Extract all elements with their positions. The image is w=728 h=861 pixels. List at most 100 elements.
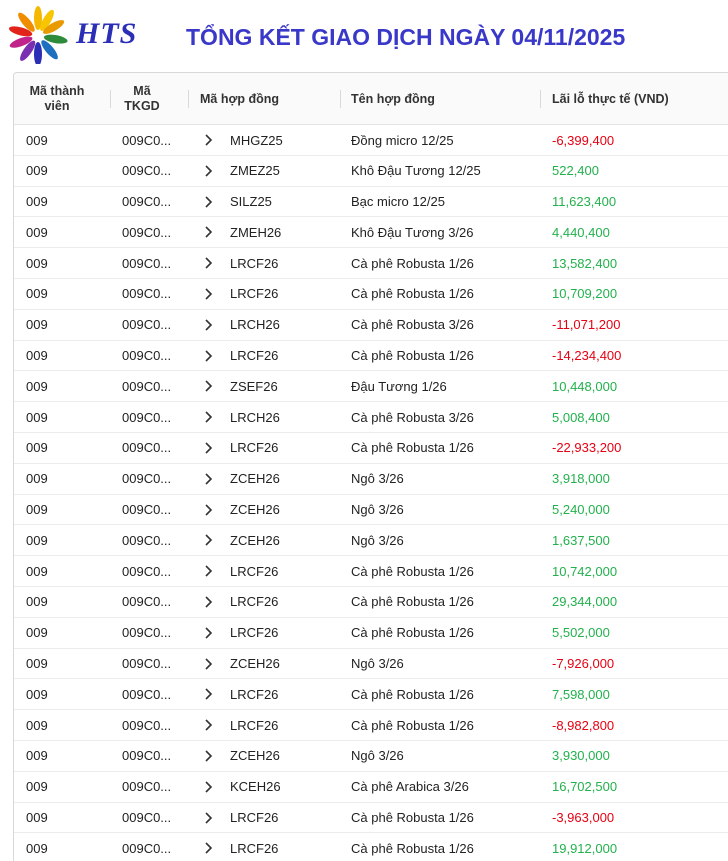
cell-contract-code: ZCEH26: [230, 471, 280, 487]
cell-pnl: -6,399,400: [552, 132, 615, 148]
table-row[interactable]: 009 009C0... ZMEH26 Khô Đậu Tương 3/26 4,440…: [14, 217, 728, 249]
table-row[interactable]: 009 009C0... ZCEH26 Ngô 3/26 1,637,500: [14, 525, 728, 557]
chevron-right-icon[interactable]: [204, 525, 214, 555]
table-row[interactable]: 009 009C0... LRCF26 Cà phê Robusta 1/26 -22,…: [14, 433, 728, 464]
column-header-contract-name[interactable]: Tên hợp đồng: [351, 92, 435, 106]
cell-contract-code: ZCEH26: [230, 502, 280, 518]
table-row[interactable]: 009 009C0... ZCEH26 Ngô 3/26 3,918,000: [14, 464, 728, 495]
cell-contract-code: LRCF26: [230, 717, 279, 733]
column-header-contract-code[interactable]: Mã hợp đồng: [200, 92, 280, 106]
cell-pnl: 10,742,000: [552, 563, 618, 579]
cell-member: 009: [26, 532, 48, 548]
chevron-right-icon[interactable]: [204, 587, 214, 617]
cell-contract-name: Ngô 3/26: [351, 471, 404, 487]
chevron-right-icon[interactable]: [204, 279, 214, 309]
table-row[interactable]: 009 009C0... LRCF26 Cà phê Robusta 1/26 -14,…: [14, 341, 728, 372]
chevron-right-icon[interactable]: [204, 679, 214, 709]
chevron-right-icon[interactable]: [204, 248, 214, 278]
page-title: TỔNG KẾT GIAO DỊCH NGÀY 04/11/2025: [186, 24, 626, 50]
chevron-right-icon[interactable]: [204, 464, 214, 494]
table-row[interactable]: 009 009C0... LRCF26 Cà phê Robusta 1/26 -8,9…: [14, 710, 728, 741]
table-row[interactable]: 009 009C0... LRCH26 Cà phê Robusta 3/26 5,00…: [14, 402, 728, 433]
table-row[interactable]: 009 009C0... LRCF26 Cà phê Robusta 1/26 7,59…: [14, 679, 728, 711]
cell-contract-code: LRCF26: [230, 563, 279, 579]
cell-contract-name: Cà phê Robusta 3/26: [351, 409, 474, 425]
chevron-right-icon[interactable]: [204, 187, 214, 217]
chevron-right-icon[interactable]: [204, 310, 214, 340]
cell-account: 009C0...: [122, 779, 172, 795]
table-row[interactable]: 009 009C0... SILZ25 Bạc micro 12/25 11,623,4…: [14, 187, 728, 218]
chevron-right-icon[interactable]: [204, 217, 214, 247]
chevron-right-icon[interactable]: [204, 741, 214, 771]
chevron-right-icon[interactable]: [204, 803, 214, 833]
cell-contract-name: Cà phê Robusta 1/26: [351, 594, 474, 610]
cell-contract-code: LRCF26: [230, 440, 279, 456]
table-header: Mã thành viên Mã TKGD Mã hợp đồng Tên hợp …: [14, 73, 728, 125]
cell-member: 009: [26, 563, 48, 579]
cell-member: 009: [26, 409, 48, 425]
table-row[interactable]: 009 009C0... LRCF26 Cà phê Robusta 1/26 19,9…: [14, 833, 728, 861]
cell-contract-code: ZCEH26: [230, 656, 280, 672]
cell-pnl: -8,982,800: [552, 717, 615, 733]
cell-contract-name: Ngô 3/26: [351, 656, 404, 672]
chevron-right-icon[interactable]: [204, 772, 214, 802]
chevron-right-icon[interactable]: [204, 402, 214, 432]
cell-member: 009: [26, 717, 48, 733]
table-row[interactable]: 009 009C0... LRCF26 Cà phê Robusta 1/26 13,5…: [14, 248, 728, 279]
cell-contract-code: ZCEH26: [230, 748, 280, 764]
cell-contract-name: Ngô 3/26: [351, 532, 404, 548]
cell-contract-name: Cà phê Robusta 1/26: [351, 625, 474, 641]
table-row[interactable]: 009 009C0... LRCF26 Cà phê Robusta 1/26 10,7…: [14, 279, 728, 310]
table-row[interactable]: 009 009C0... ZCEH26 Ngô 3/26 3,930,000: [14, 741, 728, 772]
table-row[interactable]: 009 009C0... MHGZ25 Đồng micro 12/25 -6,399,…: [14, 125, 728, 156]
cell-account: 009C0...: [122, 532, 172, 548]
cell-contract-name: Cà phê Robusta 1/26: [351, 840, 474, 856]
cell-contract-name: Cà phê Robusta 1/26: [351, 286, 474, 302]
chevron-right-icon[interactable]: [204, 556, 214, 586]
cell-account: 009C0...: [122, 317, 172, 333]
cell-account: 009C0...: [122, 594, 172, 610]
table-row[interactable]: 009 009C0... LRCH26 Cà phê Robusta 3/26 -11,…: [14, 310, 728, 341]
chevron-right-icon[interactable]: [204, 618, 214, 648]
table-row[interactable]: 009 009C0... ZSEF26 Đậu Tương 1/26 10,448,00…: [14, 371, 728, 403]
cell-contract-name: Cà phê Robusta 1/26: [351, 810, 474, 826]
cell-account: 009C0...: [122, 625, 172, 641]
chevron-right-icon[interactable]: [204, 125, 214, 155]
chevron-right-icon[interactable]: [204, 371, 214, 401]
chevron-right-icon[interactable]: [204, 495, 214, 525]
chevron-right-icon[interactable]: [204, 710, 214, 740]
table-row[interactable]: 009 009C0... LRCF26 Cà phê Robusta 1/26 10,7…: [14, 556, 728, 587]
cell-contract-name: Khô Đậu Tương 12/25: [351, 163, 481, 179]
cell-member: 009: [26, 625, 48, 641]
table-row[interactable]: 009 009C0... LRCF26 Cà phê Robusta 1/26 5,50…: [14, 618, 728, 649]
table-row[interactable]: 009 009C0... ZCEH26 Ngô 3/26 -7,926,000: [14, 649, 728, 680]
column-header-pnl[interactable]: Lãi lỗ thực tế (VND): [552, 92, 669, 106]
trade-summary-table: Mã thành viên Mã TKGD Mã hợp đồng Tên hợp …: [13, 72, 728, 861]
table-row[interactable]: 009 009C0... LRCF26 Cà phê Robusta 1/26 29,3…: [14, 587, 728, 618]
table-row[interactable]: 009 009C0... LRCF26 Cà phê Robusta 1/26 -3,9…: [14, 803, 728, 834]
cell-member: 009: [26, 163, 48, 179]
cell-contract-code: LRCF26: [230, 686, 279, 702]
cell-contract-name: Cà phê Robusta 1/26: [351, 348, 474, 364]
chevron-right-icon[interactable]: [204, 156, 214, 186]
chevron-right-icon[interactable]: [204, 433, 214, 463]
table-row[interactable]: 009 009C0... KCEH26 Cà phê Arabica 3/26 16,7…: [14, 772, 728, 803]
chevron-right-icon[interactable]: [204, 833, 214, 861]
chevron-right-icon[interactable]: [204, 341, 214, 371]
column-header-account[interactable]: Mã TKGD: [124, 84, 160, 113]
cell-member: 009: [26, 471, 48, 487]
cell-contract-code: MHGZ25: [230, 132, 283, 148]
cell-member: 009: [26, 286, 48, 302]
column-header-member[interactable]: Mã thành viên: [29, 84, 85, 113]
cell-contract-code: KCEH26: [230, 779, 281, 795]
cell-contract-name: Cà phê Robusta 1/26: [351, 440, 474, 456]
table-row[interactable]: 009 009C0... ZCEH26 Ngô 3/26 5,240,000: [14, 495, 728, 526]
cell-member: 009: [26, 378, 48, 394]
cell-account: 009C0...: [122, 717, 172, 733]
table-row[interactable]: 009 009C0... ZMEZ25 Khô Đậu Tương 12/25 522,…: [14, 156, 728, 187]
cell-member: 009: [26, 502, 48, 518]
cell-pnl: -14,234,400: [552, 348, 622, 364]
cell-account: 009C0...: [122, 686, 172, 702]
cell-account: 009C0...: [122, 810, 172, 826]
chevron-right-icon[interactable]: [204, 649, 214, 679]
